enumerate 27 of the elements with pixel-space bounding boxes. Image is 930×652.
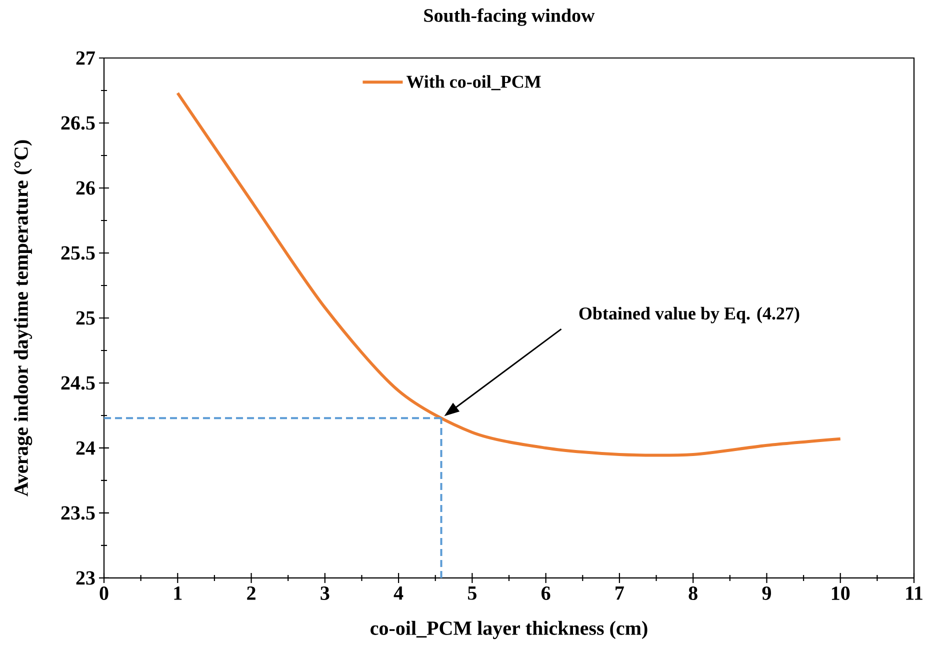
x-tick-label: 2: [247, 586, 256, 600]
line-series: [176, 92, 842, 457]
x-tick-label: 8: [688, 586, 698, 600]
y-tick-label: 25.5: [61, 246, 95, 260]
x-tick-label: 11: [906, 586, 922, 600]
legend-label: With co-oil_PCM: [406, 75, 541, 90]
y-tick-label: 23: [76, 571, 95, 585]
x-tick-label: 5: [468, 586, 476, 600]
x-tick-label: 1: [174, 586, 182, 600]
y-tick-label: 27: [76, 51, 95, 65]
x-tick-label: 0: [100, 586, 108, 600]
x-tick-label: 7: [616, 586, 624, 600]
y-tick-label: 24.5: [61, 376, 95, 390]
annotation: Obtained value by Eq. (4.27): [579, 306, 800, 324]
x-tick-label: 9: [762, 586, 771, 600]
y-tick-label: 26.5: [61, 116, 95, 130]
x-tick-label: 3: [320, 586, 330, 600]
x-tick-label: 6: [542, 586, 550, 600]
x-axis-title: co-oil_PCM layer thickness (cm): [370, 620, 648, 640]
y-tick-label: 24: [76, 441, 96, 455]
y-axis-title: Average indoor daytime temperature (°C): [14, 140, 32, 496]
y-tick-label: 25: [76, 311, 95, 325]
x-tick-label: 4: [394, 586, 404, 600]
y-tick-label: 26: [76, 181, 95, 195]
y-tick-label: 23.5: [61, 506, 95, 520]
chart-title: South-facing window: [424, 8, 595, 26]
x-tick-label: 10: [832, 586, 850, 600]
